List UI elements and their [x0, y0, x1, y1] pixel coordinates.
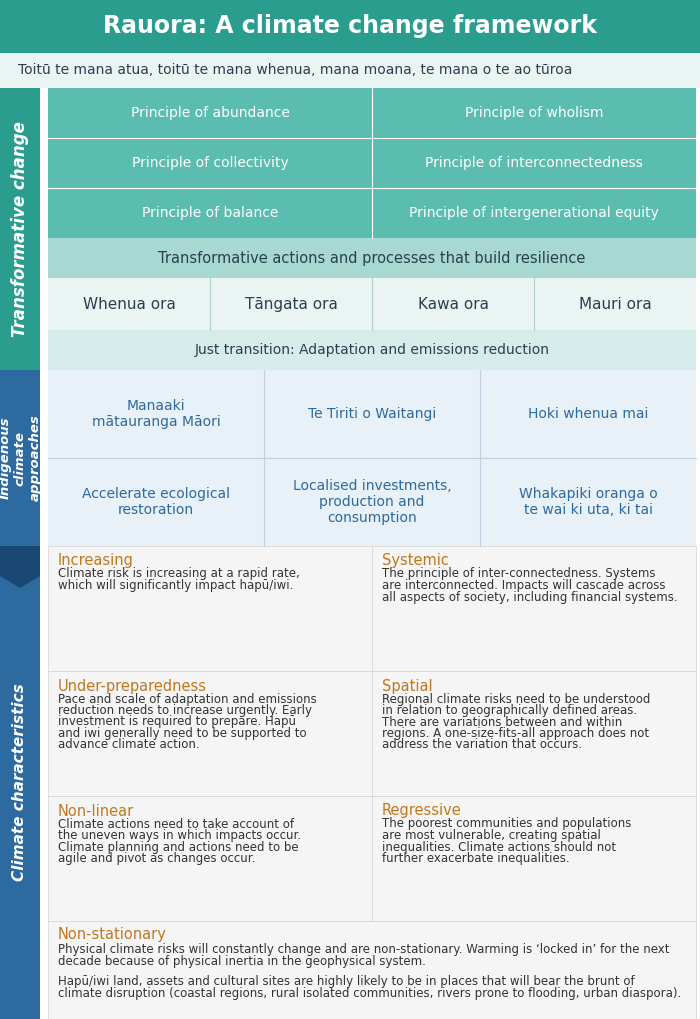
- Text: advance climate action.: advance climate action.: [58, 739, 199, 751]
- Text: regions. A one-size-fits-all approach does not: regions. A one-size-fits-all approach do…: [382, 727, 649, 740]
- Bar: [48, 546, 696, 1019]
- Bar: [372, 546, 696, 671]
- Text: Accelerate ecological
restoration: Accelerate ecological restoration: [82, 487, 230, 517]
- Text: inequalities. Climate actions should not: inequalities. Climate actions should not: [382, 841, 616, 854]
- Text: Non-linear: Non-linear: [58, 804, 134, 818]
- Text: Principle of interconnectedness: Principle of interconnectedness: [425, 156, 643, 170]
- Bar: [0, 546, 40, 1019]
- Bar: [0, 370, 40, 546]
- Text: Toitū te mana atua, toitū te mana whenua, mana moana, te mana o te ao tūroa: Toitū te mana atua, toitū te mana whenua…: [18, 63, 573, 77]
- Text: the uneven ways in which impacts occur.: the uneven ways in which impacts occur.: [58, 829, 301, 842]
- Text: are interconnected. Impacts will cascade across: are interconnected. Impacts will cascade…: [382, 579, 666, 592]
- Text: Te Tiriti o Waitangi: Te Tiriti o Waitangi: [308, 407, 436, 421]
- Text: Spatial: Spatial: [382, 679, 433, 694]
- Text: Transformative change: Transformative change: [11, 121, 29, 337]
- Text: Regressive: Regressive: [382, 804, 462, 818]
- Text: Indigenous
climate
approaches: Indigenous climate approaches: [0, 415, 41, 501]
- Bar: [0, 546, 40, 584]
- Bar: [0, 52, 700, 53]
- Text: Systemic: Systemic: [382, 553, 449, 569]
- Text: which will significantly impact hapū/iwi.: which will significantly impact hapū/iwi…: [58, 579, 293, 592]
- Bar: [0, 88, 40, 370]
- Text: Kawa ora: Kawa ora: [417, 297, 489, 312]
- Text: address the variation that occurs.: address the variation that occurs.: [382, 739, 582, 751]
- Text: climate disruption (coastal regions, rural isolated communities, rivers prone to: climate disruption (coastal regions, rur…: [58, 987, 681, 1001]
- Text: Non-stationary: Non-stationary: [58, 927, 167, 943]
- Text: all aspects of society, including financial systems.: all aspects of society, including financ…: [382, 590, 678, 603]
- Polygon shape: [0, 546, 40, 588]
- Text: agile and pivot as changes occur.: agile and pivot as changes occur.: [58, 852, 255, 865]
- Bar: [48, 88, 696, 238]
- Text: investment is required to prepare. Hapū: investment is required to prepare. Hapū: [58, 715, 296, 729]
- Text: further exacerbate inequalities.: further exacerbate inequalities.: [382, 852, 570, 865]
- Text: Hapū/iwi land, assets and cultural sites are highly likely to be in places that : Hapū/iwi land, assets and cultural sites…: [58, 975, 635, 988]
- Text: Localised investments,
production and
consumption: Localised investments, production and co…: [293, 479, 452, 525]
- Text: Whakapiki oranga o
te wai ki uta, ki tai: Whakapiki oranga o te wai ki uta, ki tai: [519, 487, 657, 517]
- Text: Tāngata ora: Tāngata ora: [244, 297, 337, 312]
- Bar: [0, 370, 40, 408]
- Text: Hoki whenua mai: Hoki whenua mai: [528, 407, 648, 421]
- Text: Regional climate risks need to be understood: Regional climate risks need to be unders…: [382, 693, 650, 705]
- Text: Principle of abundance: Principle of abundance: [131, 106, 289, 120]
- Text: Principle of wholism: Principle of wholism: [465, 106, 603, 120]
- Text: Pace and scale of adaptation and emissions: Pace and scale of adaptation and emissio…: [58, 693, 316, 705]
- Text: Physical climate risks will constantly change and are non-stationary. Warming is: Physical climate risks will constantly c…: [58, 944, 669, 957]
- Text: reduction needs to increase urgently. Early: reduction needs to increase urgently. Ea…: [58, 704, 312, 717]
- Text: are most vulnerable, creating spatial: are most vulnerable, creating spatial: [382, 829, 601, 842]
- Text: Transformative actions and processes that build resilience: Transformative actions and processes tha…: [158, 251, 586, 266]
- Bar: [48, 796, 372, 921]
- Text: The poorest communities and populations: The poorest communities and populations: [382, 817, 631, 830]
- Text: Climate actions need to take account of: Climate actions need to take account of: [58, 817, 294, 830]
- Text: Principle of collectivity: Principle of collectivity: [132, 156, 288, 170]
- Text: in relation to geographically defined areas.: in relation to geographically defined ar…: [382, 704, 637, 717]
- Text: Principle of balance: Principle of balance: [142, 206, 278, 220]
- Bar: [48, 671, 372, 796]
- Bar: [48, 278, 696, 330]
- Text: Principle of intergenerational equity: Principle of intergenerational equity: [409, 206, 659, 220]
- Polygon shape: [0, 370, 40, 412]
- Bar: [48, 546, 372, 671]
- Text: There are variations between and within: There are variations between and within: [382, 715, 622, 729]
- Text: Whenua ora: Whenua ora: [83, 297, 176, 312]
- Bar: [0, 52, 700, 88]
- Text: and iwi generally need to be supported to: and iwi generally need to be supported t…: [58, 727, 307, 740]
- Text: Climate characteristics: Climate characteristics: [13, 684, 27, 881]
- Text: Mauri ora: Mauri ora: [579, 297, 652, 312]
- Text: Under-preparedness: Under-preparedness: [58, 679, 207, 694]
- Bar: [48, 238, 696, 278]
- Text: The principle of inter-connectedness. Systems: The principle of inter-connectedness. Sy…: [382, 568, 655, 581]
- Bar: [48, 370, 696, 546]
- Text: Climate planning and actions need to be: Climate planning and actions need to be: [58, 841, 299, 854]
- Bar: [0, 0, 700, 52]
- Bar: [372, 796, 696, 921]
- Text: Manaaki
mātauranga Māori: Manaaki mātauranga Māori: [92, 398, 220, 429]
- Text: Rauora: A climate change framework: Rauora: A climate change framework: [103, 14, 597, 38]
- Text: Just transition: Adaptation and emissions reduction: Just transition: Adaptation and emission…: [195, 343, 550, 357]
- Bar: [372, 671, 696, 796]
- Bar: [48, 330, 696, 370]
- Bar: [48, 921, 696, 1019]
- Text: Climate risk is increasing at a rapid rate,: Climate risk is increasing at a rapid ra…: [58, 568, 300, 581]
- Text: Increasing: Increasing: [58, 553, 134, 569]
- Text: decade because of physical inertia in the geophysical system.: decade because of physical inertia in th…: [58, 956, 426, 968]
